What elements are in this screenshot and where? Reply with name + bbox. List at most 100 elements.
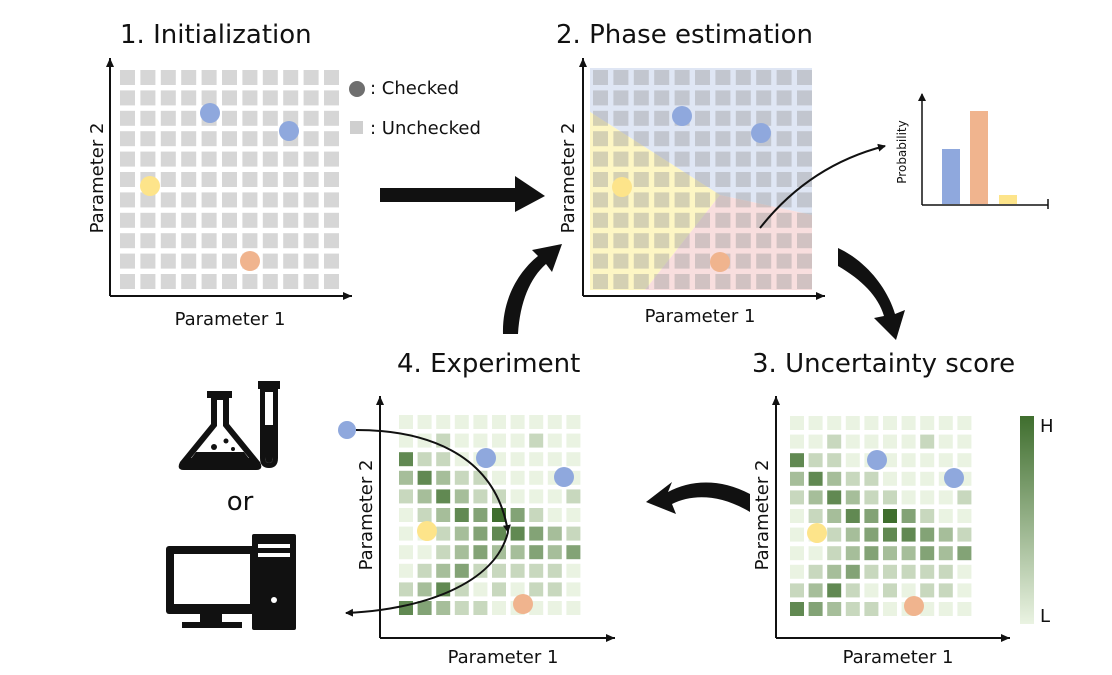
unchecked-cell <box>222 172 237 187</box>
unchecked-cell <box>776 172 792 187</box>
unchecked-cell <box>674 192 690 208</box>
uncertainty-cell <box>901 416 916 430</box>
uncertainty-cell <box>492 582 506 597</box>
unchecked-cell <box>120 192 135 208</box>
unchecked-cell <box>160 274 176 289</box>
uncertainty-cell <box>510 508 525 522</box>
or-text: or <box>227 487 254 517</box>
uncertainty-cell <box>938 546 953 561</box>
unchecked-cell <box>633 212 649 228</box>
unchecked-cell <box>160 233 176 249</box>
unchecked-cell <box>613 212 629 228</box>
unchecked-cell <box>593 253 608 269</box>
unchecked-cell <box>303 70 319 85</box>
unchecked-cell <box>654 192 670 208</box>
unchecked-cell <box>654 131 670 147</box>
checked-point <box>612 177 632 197</box>
unchecked-cell <box>613 70 629 85</box>
unchecked-cell <box>715 131 731 147</box>
checked-point <box>513 594 533 614</box>
uncertainty-cell <box>566 452 581 467</box>
unchecked-cell <box>201 233 217 249</box>
probability-label: Probability <box>895 120 909 183</box>
uncertainty-cell <box>473 601 488 615</box>
uncertainty-cell <box>417 508 432 522</box>
checked-point <box>200 103 220 123</box>
uncertainty-cell <box>417 563 432 578</box>
unchecked-cell <box>715 212 731 228</box>
uncertainty-cell <box>883 434 897 449</box>
checked-point <box>240 251 260 271</box>
uncertainty-cell <box>547 545 562 560</box>
unchecked-cell <box>324 192 339 208</box>
unchecked-cell <box>324 212 339 228</box>
uncertainty-cell <box>845 416 860 430</box>
uncertainty-cell <box>957 416 972 430</box>
uncertainty-cell <box>454 582 469 597</box>
unchecked-cell <box>797 274 812 289</box>
uncertainty-cell <box>436 601 451 615</box>
unchecked-cell <box>695 274 710 289</box>
unchecked-cell <box>776 253 792 269</box>
uncertainty-cell <box>864 434 879 449</box>
unchecked-cell <box>654 151 670 167</box>
arrow-to-uncertainty <box>838 248 905 340</box>
unchecked-cell <box>120 253 135 269</box>
uncertainty-cell <box>864 509 879 523</box>
unchecked-cell <box>262 131 278 147</box>
unchecked-cell <box>201 151 217 167</box>
unchecked-cell <box>120 70 135 85</box>
unchecked-cell <box>324 151 339 167</box>
uncertainty-cell <box>938 434 953 449</box>
uncertainty-cell <box>920 416 935 430</box>
unchecked-cell <box>613 90 629 106</box>
uncertainty-cell <box>790 509 804 523</box>
uncertainty-cell <box>845 583 860 598</box>
uncertainty-cell <box>883 564 897 579</box>
probability-bar <box>970 111 988 204</box>
unchecked-cell <box>181 212 197 228</box>
uncertainty-cell <box>399 545 413 560</box>
unchecked-cell <box>160 70 176 85</box>
unchecked-cell <box>633 192 649 208</box>
uncertainty-cell <box>827 416 842 430</box>
step4-title: 4. Experiment <box>397 349 580 379</box>
uncertainty-cell <box>529 526 544 541</box>
unchecked-cell <box>262 253 278 269</box>
unchecked-cell <box>776 151 792 167</box>
uncertainty-cell <box>808 490 823 505</box>
unchecked-legend-marker <box>350 121 363 134</box>
uncertainty-cell <box>938 416 953 430</box>
uncertainty-cell <box>566 563 581 578</box>
unchecked-cell <box>776 192 792 208</box>
uncertainty-cell <box>529 470 544 485</box>
uncertainty-cell <box>417 582 432 597</box>
uncertainty-cell <box>473 582 488 597</box>
unchecked-cell <box>695 110 710 126</box>
uncertainty-cell <box>454 563 469 578</box>
unchecked-legend-label: : Unchecked <box>370 118 481 139</box>
uncertainty-cell <box>454 601 469 615</box>
uncertainty-cell <box>473 489 488 504</box>
uncertainty-cell <box>790 527 804 542</box>
uncertainty-cell <box>436 452 451 467</box>
uncertainty-cell <box>790 583 804 598</box>
unchecked-cell <box>797 233 812 249</box>
unchecked-cell <box>613 233 629 249</box>
probability-chart: Probability <box>895 93 1049 209</box>
unchecked-cell <box>160 172 176 187</box>
uncertainty-cell <box>529 582 544 597</box>
unchecked-cell <box>181 172 197 187</box>
uncertainty-cell <box>845 509 860 523</box>
unchecked-cell <box>324 70 339 85</box>
unchecked-cell <box>324 131 339 147</box>
unchecked-cell <box>776 212 792 228</box>
unchecked-cell <box>140 70 156 85</box>
uncertainty-cell <box>938 490 953 505</box>
unchecked-cell <box>303 212 319 228</box>
uncertainty-cell <box>864 564 879 579</box>
unchecked-cell <box>593 212 608 228</box>
unchecked-cell <box>324 274 339 289</box>
unchecked-cell <box>715 110 731 126</box>
